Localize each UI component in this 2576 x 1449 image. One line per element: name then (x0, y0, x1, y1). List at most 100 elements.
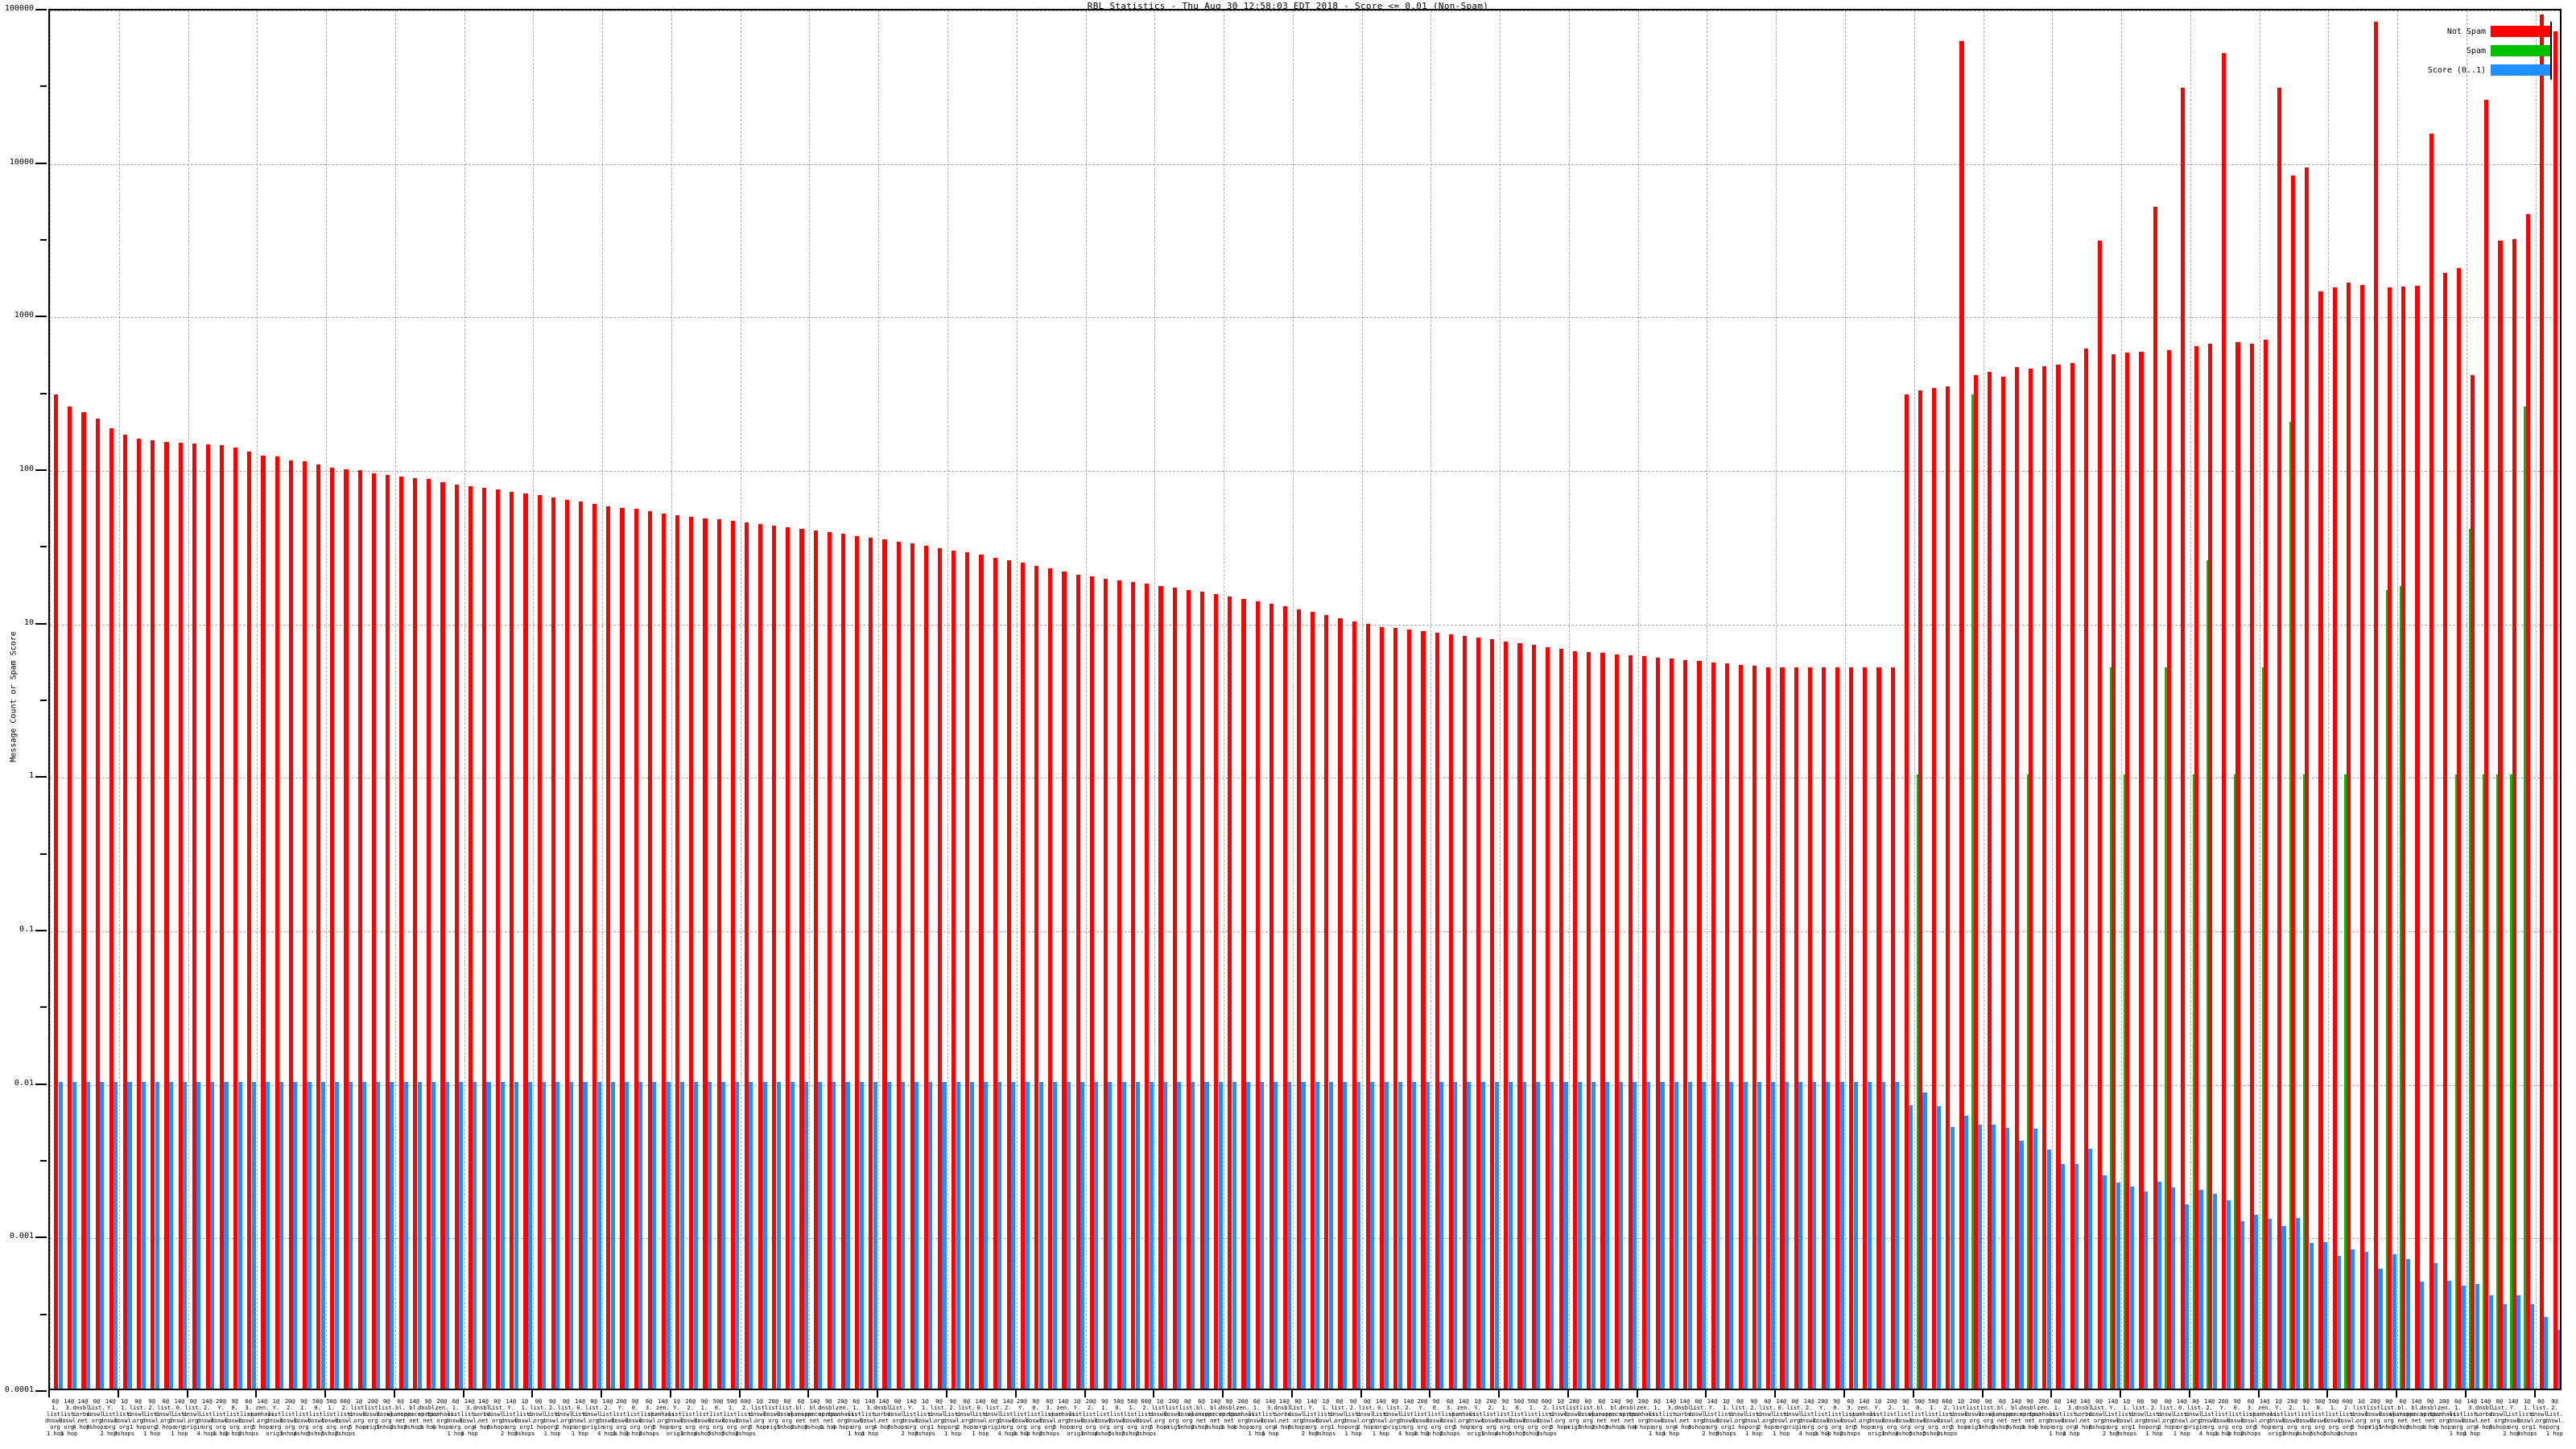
bar-not-spam (1062, 572, 1067, 1389)
bar-score (983, 1081, 989, 1389)
bar-score (1494, 1081, 1499, 1389)
bar-not-spam (1186, 589, 1191, 1389)
v-gridline (2052, 10, 2054, 1389)
x-axis-label: 9@ 0. list. dnswl. org 3 hops (625, 1398, 646, 1437)
x-tick (324, 1390, 327, 1397)
bar-score (1356, 1081, 1361, 1389)
bar-not-spam (1614, 654, 1619, 1389)
bar-not-spam (1504, 641, 1509, 1389)
bar-score (1025, 1081, 1030, 1389)
x-tick (738, 1390, 741, 1397)
x-axis-label: 0@ list. dnswl. org 2 hops (555, 1398, 576, 1430)
x-axis-label: 6@ 1. list. dnswl. org 1 hop (845, 1398, 867, 1437)
bar-score (459, 1081, 464, 1389)
x-axis-label: 14@ bl. spamcop. net 3 hops (1201, 1398, 1229, 1430)
bar-score (1218, 1081, 1223, 1389)
x-axis-label: 0@ list. dnswl. org origin (984, 1398, 1005, 1430)
x-axis-label: 50@ 0. list. dnswl. org 5 hops (307, 1398, 328, 1437)
bar-not-spam (2553, 31, 2558, 1389)
bar-score (2198, 1190, 2203, 1389)
x-axis-label: 0@ list. dnswl. org 1 hop (1329, 1398, 1350, 1430)
bar-score (183, 1081, 188, 1389)
bar-score (873, 1081, 877, 1389)
x-tick (877, 1390, 879, 1397)
x-axis-label: 6@ bl. spamcop. net 2 hops (787, 1398, 815, 1430)
bar-not-spam (233, 448, 238, 1389)
x-axis-label: 20@ 2. list. dnswl. org 3 hops (279, 1398, 300, 1437)
bar-score (721, 1081, 726, 1389)
x-axis-label: 9@ 0. list. dnswl. org 3 hops (224, 1398, 246, 1437)
v-gridline (2535, 10, 2537, 1389)
v-gridline (1292, 10, 1294, 1389)
legend-item: Not Spam (2402, 22, 2550, 41)
bar-not-spam (675, 515, 680, 1389)
x-axis-label: 6@ bl. spamcop. net 2 hops (1587, 1398, 1616, 1430)
bar-score (1301, 1081, 1306, 1389)
bar-not-spam (2208, 344, 2213, 1389)
bar-not-spam (661, 514, 667, 1389)
bar-score (444, 1081, 450, 1389)
x-axis-label: 0@ list. dnswl. org 5 hops (2378, 1398, 2400, 1430)
bar-not-spam (219, 445, 225, 1389)
bar-score (196, 1081, 201, 1389)
bar-not-spam (468, 485, 473, 1389)
bar-score (1591, 1081, 1596, 1389)
x-axis-label: 9@ dnsbl. sorbs. net 1 hop (2420, 1398, 2441, 1430)
v-gridline (50, 10, 51, 1389)
bar-not-spam (68, 407, 72, 1389)
bar-not-spam (1821, 667, 1826, 1389)
bar-score (597, 1081, 601, 1389)
v-gridline (2121, 10, 2123, 1389)
bar-not-spam (1641, 656, 1646, 1389)
bar-score (1191, 1081, 1195, 1389)
x-axis-label: 14@ zen. spamhaus. org 5 hops (1047, 1398, 1079, 1430)
v-gridline (947, 10, 948, 1389)
bar-not-spam (1863, 667, 1868, 1389)
x-axis-label: 0@ list. dnswl. org 5 hops (376, 1398, 397, 1430)
bar-score (1826, 1081, 1831, 1389)
bar-not-spam (937, 547, 943, 1389)
bar-score (473, 1081, 477, 1389)
bar-score (2102, 1175, 2107, 1389)
bar-not-spam (730, 521, 735, 1389)
bar-score (1397, 1081, 1402, 1389)
x-tick (1774, 1390, 1777, 1397)
bar-not-spam (2014, 367, 2020, 1389)
x-axis-label: 9@ 2. list. dnswl. org 1 hop (2544, 1398, 2566, 1437)
bar-not-spam (606, 506, 611, 1389)
bar-score (1563, 1081, 1568, 1389)
bar-not-spam (855, 535, 860, 1389)
bar-score (2240, 1220, 2245, 1389)
x-axis-label: 50@ 1. list. dnswl. org 5 hops (2323, 1398, 2344, 1437)
bar-score (1425, 1081, 1430, 1389)
bar-not-spam (1117, 580, 1122, 1389)
bar-not-spam (2029, 369, 2033, 1389)
x-axis-label: 9@ 1. list. dnswl. org 4 hops (293, 1398, 314, 1437)
bar-score (1287, 1081, 1292, 1389)
bar-not-spam (481, 487, 487, 1389)
bar-not-spam (647, 511, 652, 1389)
x-axis-label: 60@ 2. list. dnswl. org 2 hops (1136, 1398, 1157, 1437)
bar-not-spam (1807, 667, 1812, 1389)
x-axis-label: 9@ 2. list. dnswl. org 1 hop (142, 1398, 163, 1437)
bar-not-spam (275, 456, 279, 1389)
bar-score (1135, 1081, 1140, 1389)
bar-not-spam (192, 443, 196, 1389)
bar-score (762, 1081, 767, 1389)
x-axis-label: 1@ Y. list. dnswl. org origin (2268, 1398, 2289, 1437)
bar-not-spam (1766, 667, 1771, 1389)
bar-not-spam (109, 428, 114, 1389)
bar-score (1880, 1081, 1886, 1389)
bar-not-spam (1089, 576, 1094, 1389)
bar-not-spam (1448, 634, 1453, 1389)
bar-not-spam (910, 543, 914, 1389)
x-axis-label: 50@ 0. list. dnswl. org 5 hops (1509, 1398, 1530, 1437)
x-axis-label: 0@ list. dnswl. org origin (1384, 1398, 1406, 1430)
x-axis-label: 0@ list. dnswl. org 5 hops (1978, 1398, 1999, 1430)
bar-score (403, 1081, 408, 1389)
bar-not-spam (1199, 592, 1205, 1389)
x-axis-label: 1@ Y. list. dnswl. org origin (666, 1398, 687, 1437)
bar-score (1674, 1081, 1678, 1389)
x-axis-label: 20@ list. dnswl. org origin (2364, 1398, 2386, 1430)
bar-score (527, 1081, 532, 1389)
